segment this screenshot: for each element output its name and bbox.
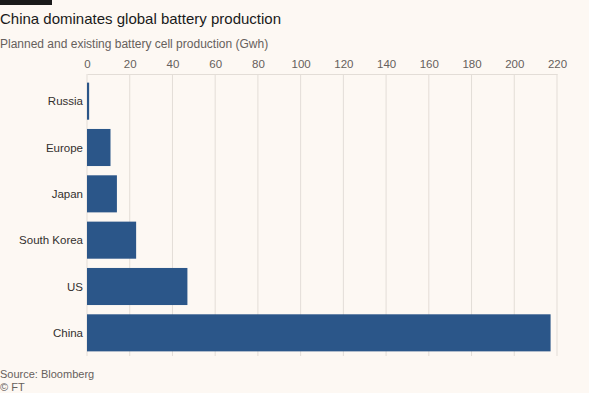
tick: 20 xyxy=(124,58,137,74)
tick: 60 xyxy=(209,58,222,74)
tick-label: 220 xyxy=(548,58,567,70)
grid-line xyxy=(172,74,173,356)
bar xyxy=(87,175,117,212)
tick: 200 xyxy=(505,58,524,74)
tick: 0 xyxy=(84,58,90,74)
tick: 160 xyxy=(420,58,439,74)
category-label: South Korea xyxy=(19,234,84,246)
grid-line xyxy=(386,74,387,356)
bar xyxy=(87,129,111,166)
grid-line xyxy=(215,74,216,356)
tick-label: 0 xyxy=(84,58,90,70)
tick: 40 xyxy=(167,58,180,74)
source: Source: Bloomberg xyxy=(0,368,94,380)
tick-label: 100 xyxy=(292,58,311,70)
bar xyxy=(87,222,136,259)
category-label: Japan xyxy=(52,188,83,200)
tick-label: 140 xyxy=(377,58,396,70)
grid-line xyxy=(300,74,301,356)
tick: 120 xyxy=(334,58,353,74)
tick-label: 120 xyxy=(334,58,353,70)
grid-line xyxy=(471,74,472,356)
grid-line xyxy=(129,74,130,356)
grid-line xyxy=(514,74,515,356)
credit: © FT xyxy=(0,381,25,393)
tick-label: 20 xyxy=(124,58,137,70)
subtitle: Planned and existing battery cell produc… xyxy=(0,37,268,51)
tick: 80 xyxy=(252,58,265,74)
category-label: Europe xyxy=(46,142,83,154)
tick-label: 160 xyxy=(420,58,439,70)
category-label: Russia xyxy=(48,95,84,107)
header-rule xyxy=(0,0,52,5)
x-axis: 0 20 40 60 80 100 120 140 160 180 200 220 xyxy=(84,58,567,75)
title: China dominates global battery productio… xyxy=(0,10,281,27)
bars xyxy=(87,83,551,352)
grid-line xyxy=(428,74,429,356)
grid-line xyxy=(343,74,344,356)
axis-line xyxy=(88,74,558,75)
tick: 220 xyxy=(548,58,567,74)
category-labels: Russia Europe Japan South Korea US China xyxy=(19,95,84,339)
tick-label: 40 xyxy=(167,58,180,70)
category-label: China xyxy=(53,327,84,339)
grid-line xyxy=(257,74,258,356)
chart: China dominates global battery productio… xyxy=(0,0,589,393)
tick-label: 180 xyxy=(462,58,481,70)
category-label: US xyxy=(67,281,83,293)
tick: 180 xyxy=(462,58,481,74)
tick-label: 80 xyxy=(252,58,265,70)
grid-line xyxy=(557,74,558,356)
tick-label: 60 xyxy=(209,58,222,70)
bar xyxy=(87,83,89,120)
bar xyxy=(87,314,551,351)
tick: 100 xyxy=(292,58,311,74)
background xyxy=(0,0,589,393)
grid xyxy=(87,74,557,356)
tick: 140 xyxy=(377,58,396,74)
bar xyxy=(87,268,187,305)
tick-label: 200 xyxy=(505,58,524,70)
